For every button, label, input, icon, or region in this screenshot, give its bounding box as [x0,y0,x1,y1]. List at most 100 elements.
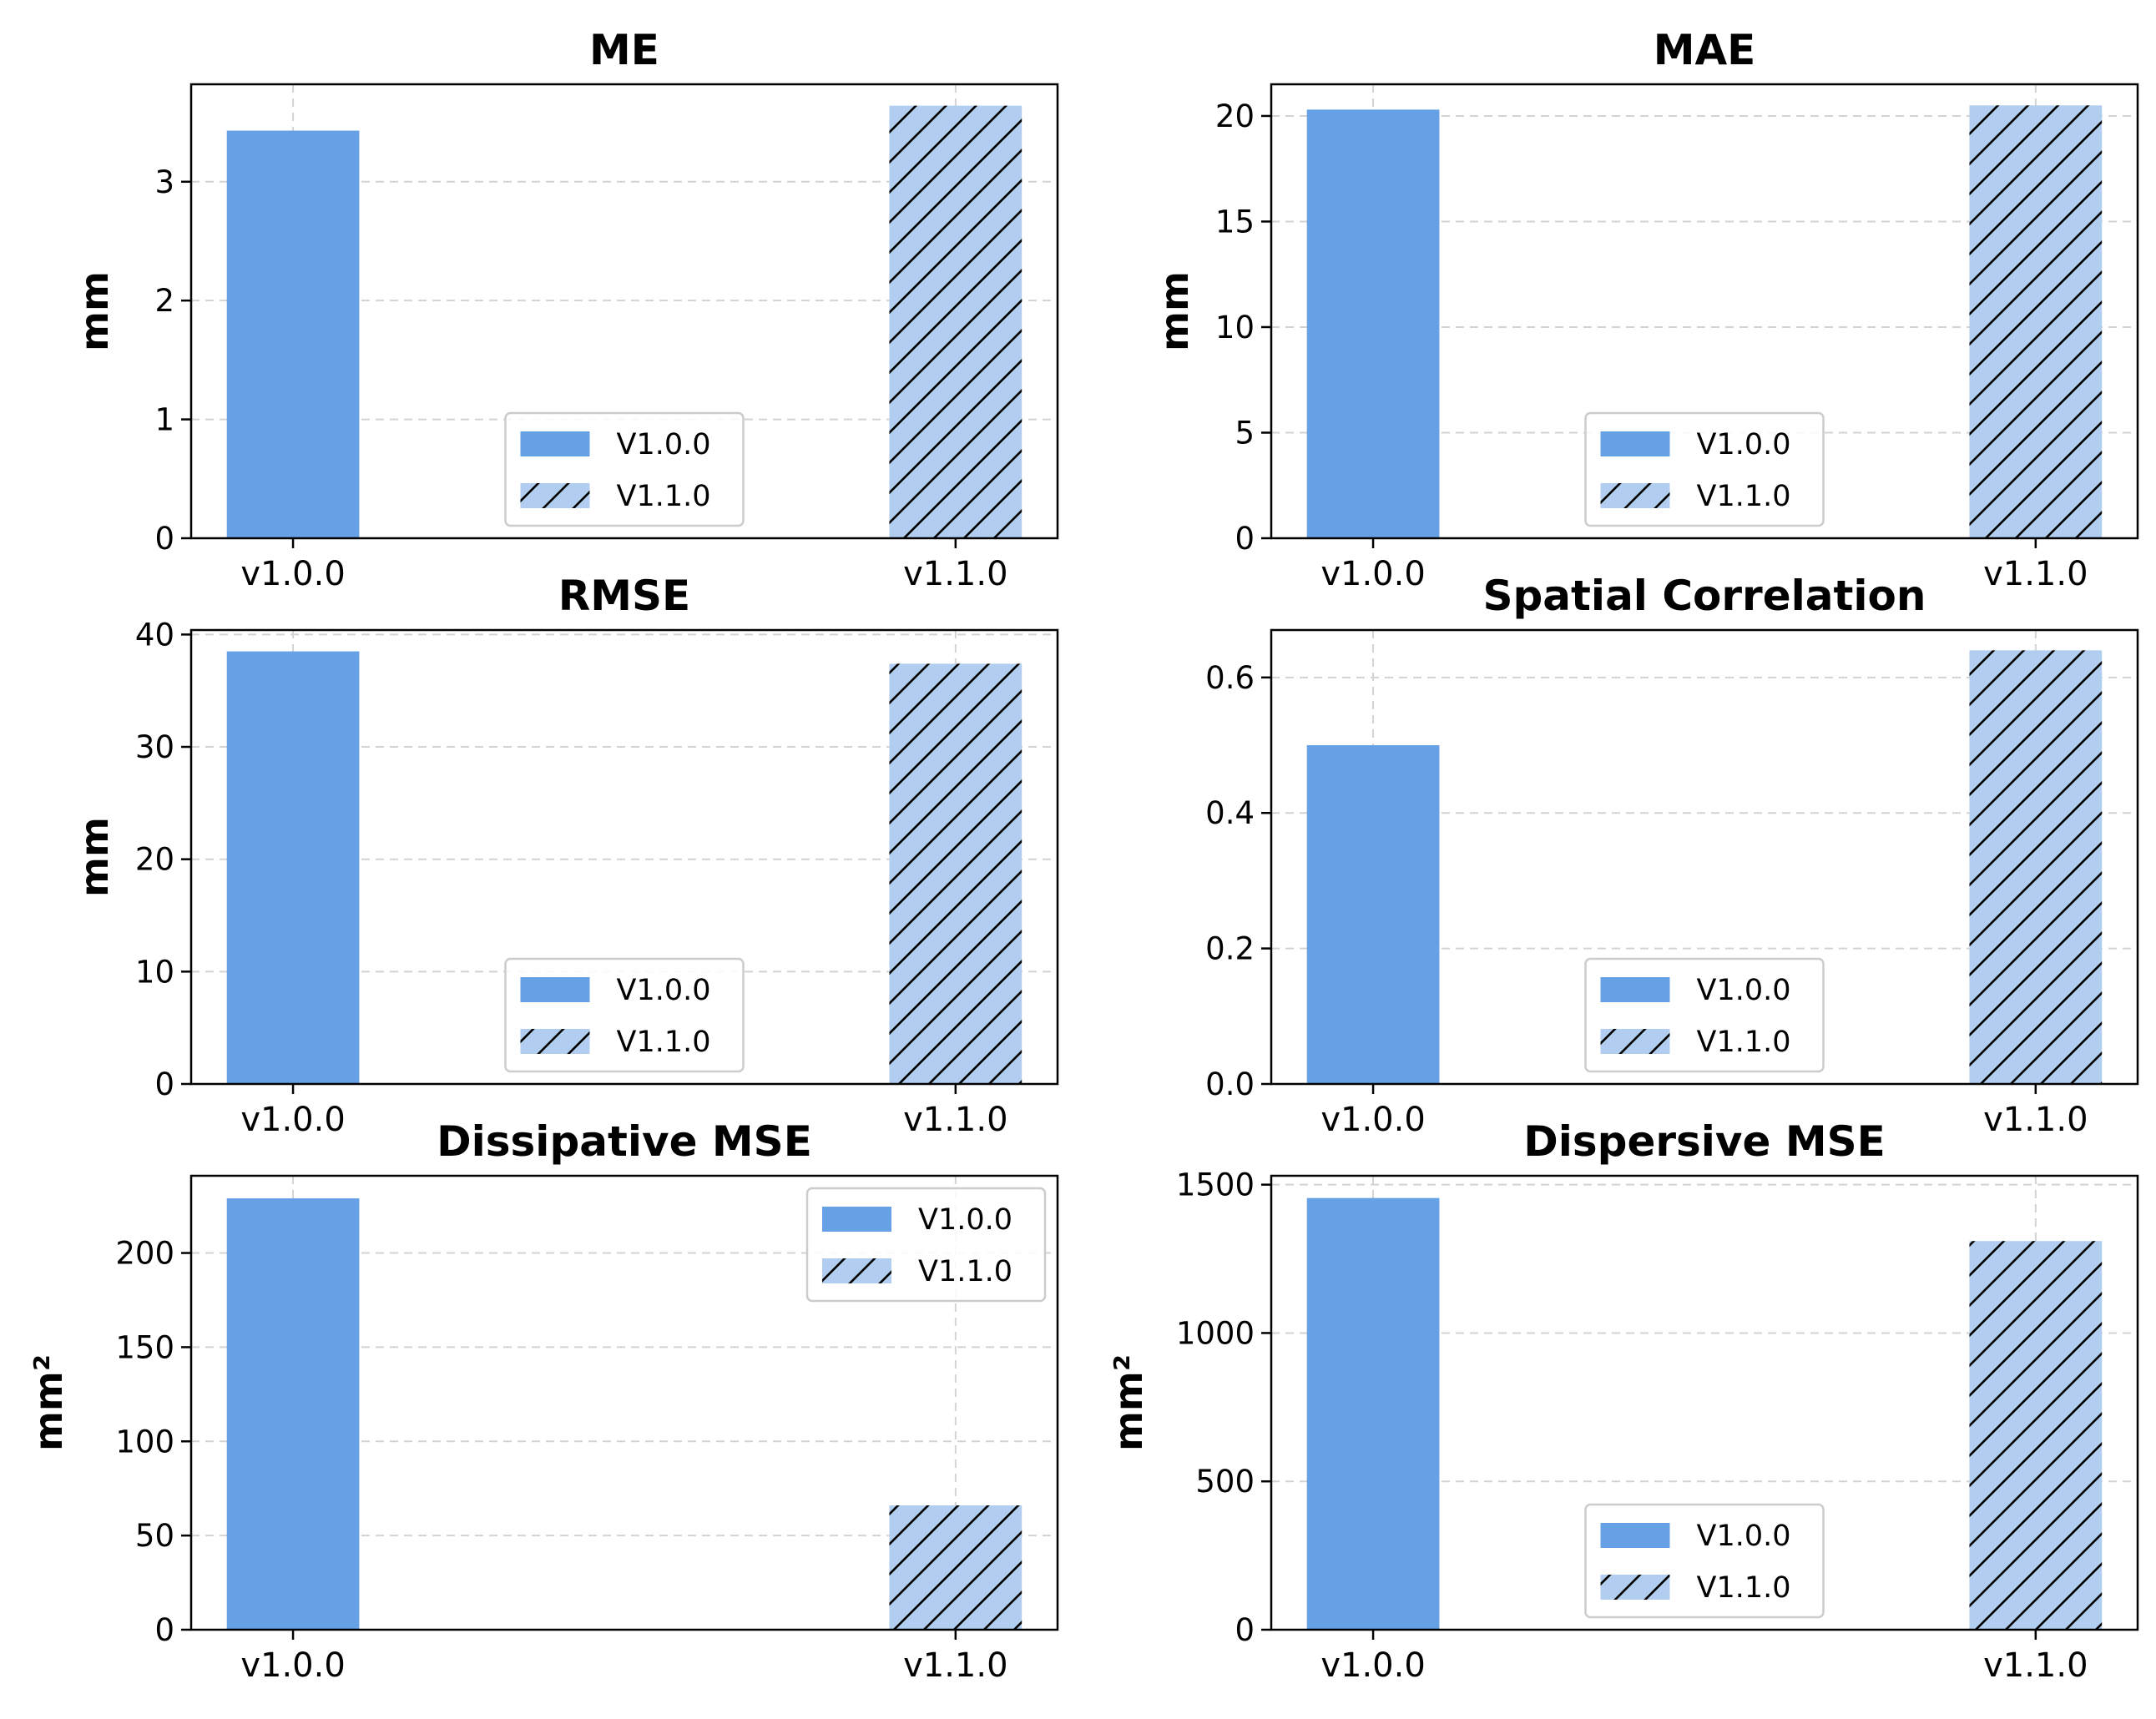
x-tick-label: v1.0.0 [1320,1646,1425,1685]
legend-label: V1.0.0 [617,974,711,1007]
plot-frame [1270,83,2139,540]
x-tick-label: v1.0.0 [240,1646,345,1685]
y-tick-label: 0 [1235,1612,1255,1648]
legend-label: V1.0.0 [918,1203,1012,1237]
bar-v1-0-0 [1306,1197,1440,1630]
y-tick-label: 40 [135,617,174,653]
legend-swatch-v1-1-0 [520,1029,590,1054]
y-tick-label: 10 [135,954,174,990]
y-tick-label: 15 [1215,204,1255,239]
legend-label: V1.1.0 [1697,1571,1791,1605]
y-tick-label: 3 [154,164,174,200]
x-tick-label: v1.1.0 [1983,1646,2088,1685]
legend-swatch-v1-1-0 [1600,1575,1670,1600]
chart-panel-5: 0 50 100 150 200 v1.0.0 v1.1.0 Dissipative MSE m… [26,1117,1059,1685]
bar-v1-1-0 [1969,1241,2103,1630]
y-tick-label: 100 [115,1424,174,1459]
y-tick-label: 20 [1215,98,1255,134]
chart-title: Dissipative MSE [437,1117,812,1166]
legend-label: V1.1.0 [918,1255,1012,1288]
x-tick-label: v1.0.0 [1320,555,1425,593]
y-axis-label: mm [72,817,117,897]
legend-label: V1.0.0 [1697,428,1791,461]
legend: V1.0.0 V1.1.0 [1584,1503,1825,1619]
legend-label: V1.0.0 [1697,974,1791,1007]
legend-swatch-v1-1-0 [822,1258,891,1283]
legend: V1.0.0 V1.1.0 [1584,957,1825,1073]
plot-frame [189,1174,1059,1631]
chart-title: ME [589,26,659,74]
y-tick-label: 0.6 [1205,660,1255,696]
bar-v1-0-0 [226,130,360,539]
legend-label: V1.0.0 [617,428,711,461]
y-tick-label: 2 [154,283,174,319]
plot-frame [189,83,1059,540]
bar-v1-0-0 [226,651,360,1084]
bar-v1-0-0 [1306,745,1440,1084]
bar-v1-1-0 [889,663,1022,1084]
legend-label: V1.1.0 [617,480,711,513]
y-tick-label: 20 [135,842,174,878]
legend-swatch-v1-0-0 [822,1207,891,1232]
bar-v1-1-0 [889,1505,1022,1630]
legend-label: V1.1.0 [1697,480,1791,513]
y-tick-label: 0.0 [1205,1066,1255,1102]
y-tick-label: 150 [115,1329,174,1365]
y-axis-label: mm [72,271,117,351]
plot-frame [1270,628,2139,1086]
y-tick-label: 0.2 [1205,931,1255,967]
y-tick-label: 50 [135,1518,174,1554]
legend-swatch-v1-1-0 [1600,483,1670,508]
x-tick-label: v1.1.0 [903,1101,1007,1139]
chart-title: Spatial Correlation [1482,572,1926,620]
chart-panel-6: 0 500 1000 1500 v1.0.0 v1.1.0 Dispersive MSE mm… [1106,1117,2139,1685]
x-tick-label: v1.1.0 [1983,555,2088,593]
plot-frame [189,628,1059,1086]
plot-frame [1270,1174,2139,1631]
legend-label: V1.0.0 [1697,1520,1791,1553]
x-tick-label: v1.0.0 [240,555,345,593]
y-tick-label: 1500 [1176,1167,1255,1203]
x-tick-label: v1.1.0 [903,1646,1007,1685]
legend-swatch-v1-0-0 [1600,977,1670,1002]
y-tick-label: 0 [1235,521,1255,557]
bar-v1-1-0 [889,105,1022,539]
bar-v1-1-0 [1969,650,2103,1084]
legend-swatch-v1-1-0 [1600,1029,1670,1054]
bar-v1-0-0 [226,1198,360,1630]
legend: V1.0.0 V1.1.0 [805,1187,1047,1303]
y-tick-label: 10 [1215,310,1255,345]
chart-title: MAE [1654,26,1756,74]
chart-title: Dispersive MSE [1523,1117,1886,1166]
legend-label: V1.1.0 [1697,1026,1791,1059]
chart-panel-3: 0 10 20 30 40 v1.0.0 v1.1.0 RMSE mm V1.0.0 V1.1.0 [72,572,1059,1139]
chart-panel-4: 0.0 0.2 0.4 0.6 v1.0.0 v1.1.0 Spatial Correlat… [1205,572,2139,1139]
x-tick-label: v1.1.0 [1983,1101,2088,1139]
legend: V1.0.0 V1.1.0 [504,411,745,527]
y-tick-label: 5 [1235,415,1255,451]
legend-swatch-v1-0-0 [520,977,590,1002]
x-tick-label: v1.0.0 [240,1101,345,1139]
y-tick-label: 0 [154,521,174,557]
bar-v1-0-0 [1306,109,1440,538]
bar-v1-1-0 [1969,105,2103,539]
legend-swatch-v1-1-0 [520,483,590,508]
y-tick-label: 200 [115,1236,174,1272]
y-tick-label: 0 [154,1066,174,1102]
y-axis-label: mm [1152,271,1197,351]
x-tick-label: v1.0.0 [1320,1101,1425,1139]
x-tick-label: v1.1.0 [903,555,1007,593]
chart-panel-1: 0 1 2 3 v1.0.0 v1.1.0 ME mm V1.0.0 V1.1.0 [72,26,1059,593]
legend: V1.0.0 V1.1.0 [1584,411,1825,527]
y-axis-label: mm² [1106,1354,1151,1451]
legend-swatch-v1-0-0 [520,431,590,456]
chart-title: RMSE [558,572,690,620]
y-tick-label: 0.4 [1205,795,1255,831]
y-tick-label: 30 [135,729,174,765]
y-axis-label: mm² [26,1354,71,1451]
legend-swatch-v1-0-0 [1600,431,1670,456]
legend-label: V1.1.0 [617,1026,711,1059]
y-tick-label: 1 [154,402,174,438]
